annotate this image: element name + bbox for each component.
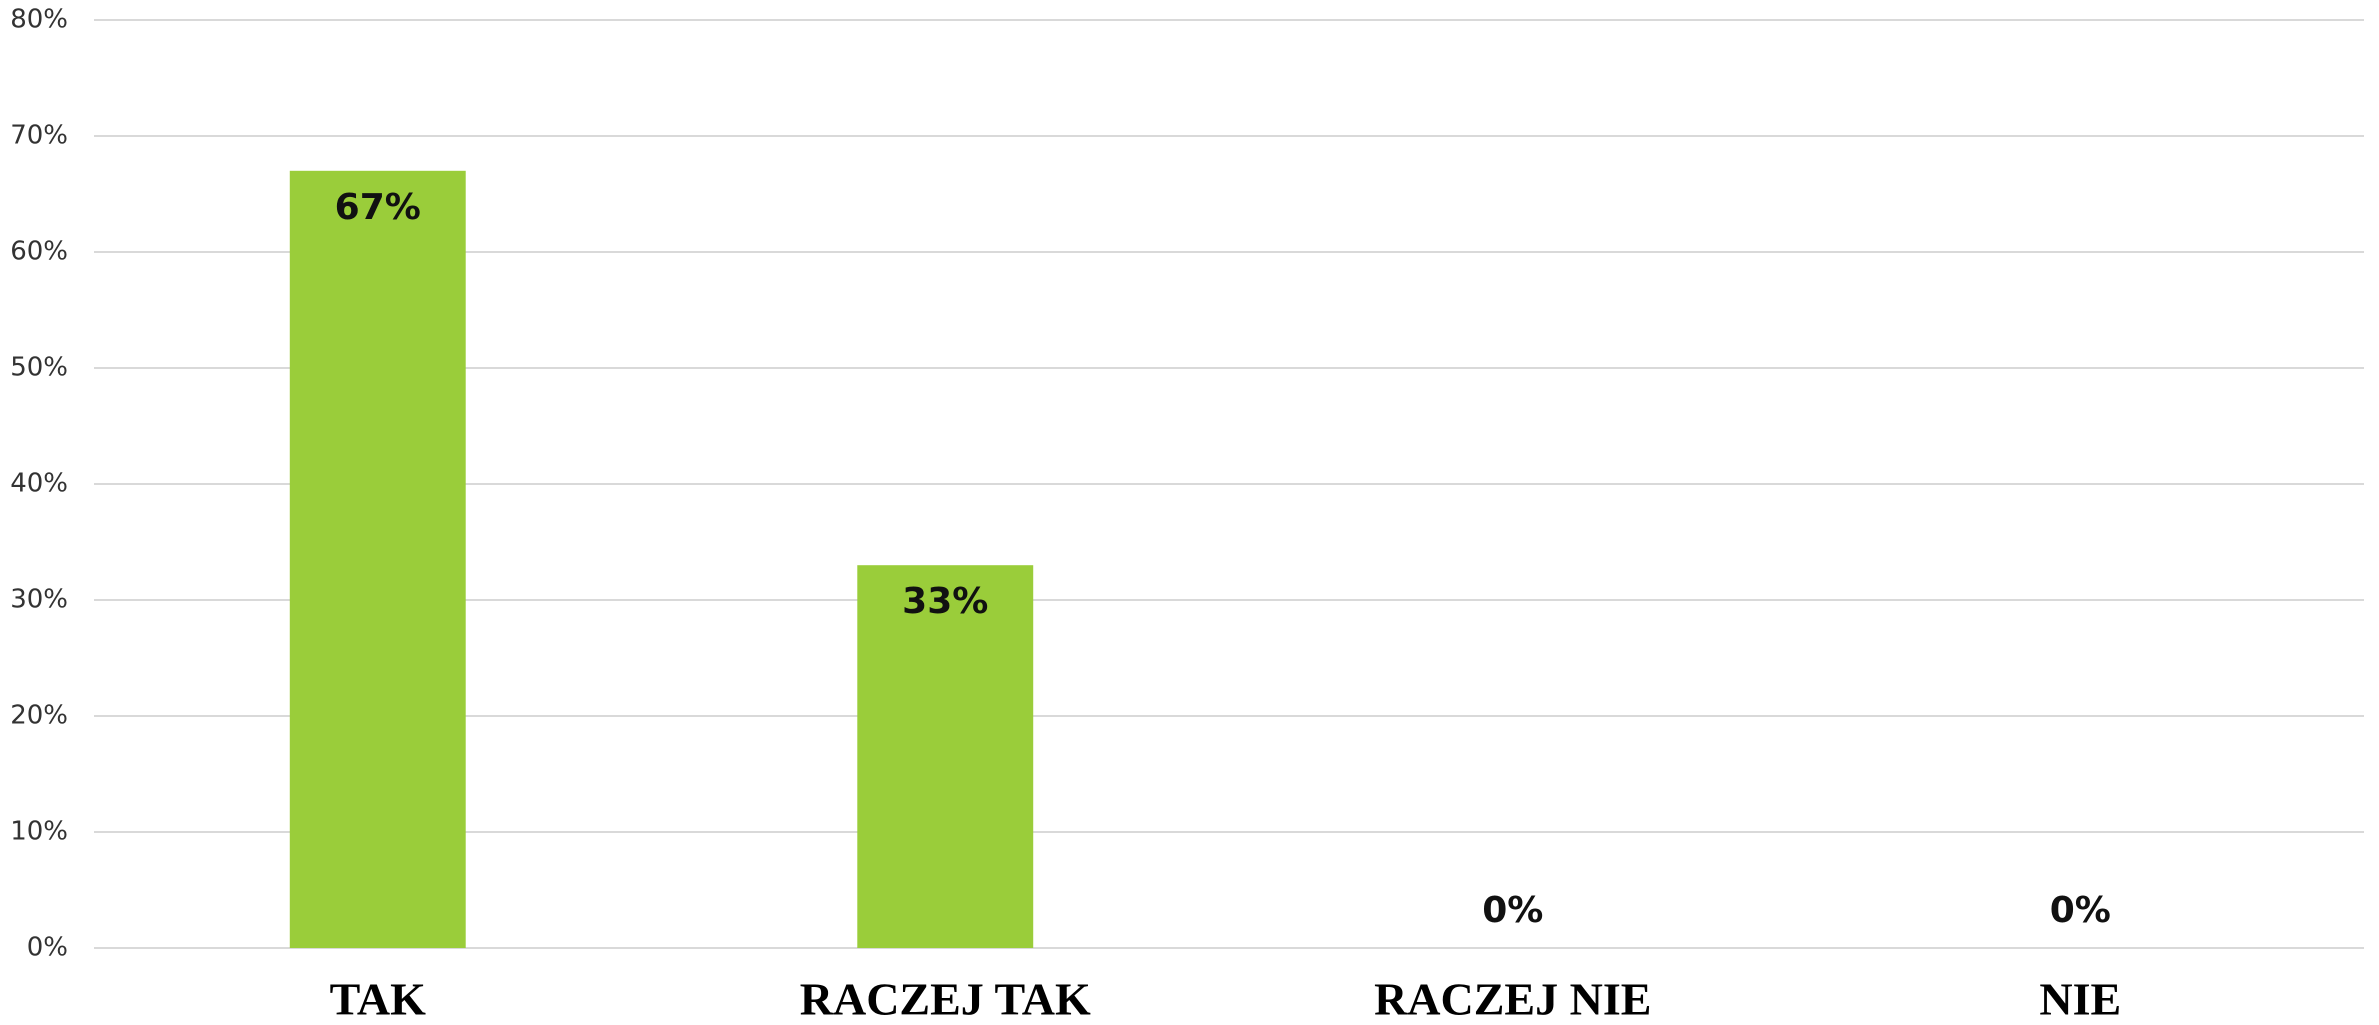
x-tick-label: TAK xyxy=(330,974,426,1025)
data-label: 67% xyxy=(335,187,421,228)
y-tick-label: 60% xyxy=(10,237,68,267)
bar xyxy=(857,565,1034,948)
y-tick-label: 80% xyxy=(10,5,68,35)
data-label: 0% xyxy=(1482,890,1543,931)
y-tick-label: 20% xyxy=(10,701,68,731)
y-tick-label: 30% xyxy=(10,585,68,615)
x-tick-label: RACZEJ TAK xyxy=(800,974,1091,1025)
y-tick-label: 0% xyxy=(27,933,68,963)
y-tick-label: 40% xyxy=(10,469,68,499)
bar xyxy=(289,170,466,949)
y-tick-label: 70% xyxy=(10,121,68,151)
data-label: 0% xyxy=(2050,890,2111,931)
y-tick-label: 50% xyxy=(10,353,68,383)
x-tick-label: NIE xyxy=(2039,974,2121,1025)
x-tick-label: RACZEJ NIE xyxy=(1374,974,1651,1025)
data-label: 33% xyxy=(902,581,988,622)
y-tick-label: 10% xyxy=(10,817,68,847)
